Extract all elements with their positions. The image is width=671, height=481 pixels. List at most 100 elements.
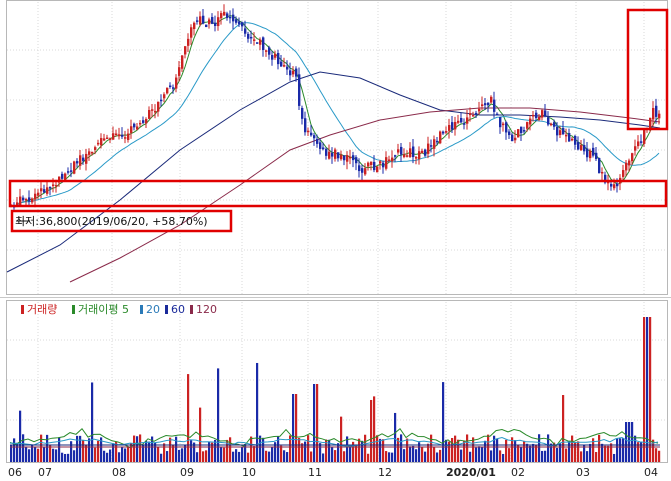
candle-body — [67, 171, 70, 173]
volume-bar — [385, 451, 388, 462]
candle-body — [283, 65, 286, 67]
volume-bar — [421, 447, 424, 462]
candle-body — [472, 115, 475, 117]
candle-body — [451, 122, 454, 130]
candle-body — [373, 161, 376, 171]
volume-bar — [103, 450, 106, 462]
candle-body — [304, 118, 307, 133]
candle-body — [139, 122, 142, 125]
volume-bar — [274, 442, 277, 462]
candle-body — [475, 112, 478, 115]
candle-body — [169, 85, 172, 88]
candle-body — [142, 120, 145, 123]
volume-bar — [241, 447, 244, 462]
candle-body — [58, 176, 61, 183]
gridlines — [7, 2, 667, 462]
volume-bar — [448, 441, 451, 462]
volume-bar — [232, 451, 235, 462]
candle-body — [259, 39, 262, 45]
volume-bar — [592, 438, 595, 462]
volume-bar — [61, 452, 64, 462]
candle-body — [250, 36, 253, 39]
volume-bar — [379, 438, 382, 462]
candle-body — [271, 55, 274, 60]
volume-bar — [88, 438, 91, 462]
candle-body — [268, 47, 271, 55]
volume-bar — [205, 450, 208, 462]
candle-body — [190, 27, 193, 38]
volume-bar — [295, 394, 298, 462]
candle-body — [397, 149, 400, 153]
volume-bar — [79, 435, 82, 462]
volume-bar — [526, 443, 529, 462]
volume-bar — [442, 382, 445, 462]
tick-03: 03 — [576, 466, 590, 479]
candle-body — [616, 183, 619, 187]
candle-body — [31, 198, 34, 203]
volume-bar — [28, 449, 31, 462]
volume-bar — [256, 362, 259, 462]
candle-body — [547, 117, 550, 125]
volume-bar — [133, 435, 136, 462]
volume-bar — [178, 449, 181, 462]
candle-body — [235, 19, 238, 23]
volume-bar — [550, 443, 553, 462]
volume-bar — [262, 437, 265, 462]
low-annotation: 최저:36,800(2019/06/20, +58.70%) — [15, 215, 208, 228]
volume-bar — [214, 439, 217, 462]
candle-body — [649, 117, 652, 131]
volume-bar — [271, 446, 274, 462]
volume-bar — [325, 439, 328, 462]
volume-bar — [40, 434, 43, 462]
volume-bar — [100, 437, 103, 462]
candle-body — [394, 155, 397, 157]
candle-body — [232, 14, 235, 22]
volume-bar — [253, 446, 256, 462]
candle-body — [364, 168, 367, 175]
volume-bar — [487, 434, 490, 462]
candle-body — [253, 39, 256, 41]
candle-body — [514, 137, 517, 141]
candle-body — [166, 87, 169, 94]
volume-bar — [484, 440, 487, 462]
volume-bar — [406, 438, 409, 462]
volume-bar — [580, 451, 583, 462]
volume-bar — [361, 440, 364, 462]
candle-body — [352, 155, 355, 161]
volume-bar — [52, 448, 55, 462]
volume-bar — [625, 422, 628, 462]
candle-body — [331, 152, 334, 157]
candle-body — [85, 153, 88, 164]
volume-bar — [268, 451, 271, 462]
candle-body — [577, 142, 580, 150]
candle-body — [214, 22, 217, 27]
candle-body — [448, 125, 451, 131]
volume-bar — [46, 434, 49, 462]
candle-body — [127, 133, 130, 140]
candle-body — [160, 99, 163, 102]
candle-body — [526, 122, 529, 129]
volume-bar — [76, 435, 79, 462]
volume-bar — [190, 440, 193, 462]
annotation-box — [10, 209, 233, 233]
volume-bar — [97, 440, 100, 462]
price-panel-frame — [6, 0, 668, 295]
volume-bar — [601, 443, 604, 462]
candle-body — [490, 96, 493, 103]
candle-body — [157, 101, 160, 112]
volume-bar — [403, 449, 406, 462]
candle-body — [82, 157, 85, 161]
candle-body — [586, 148, 589, 158]
volume-bar — [346, 436, 349, 462]
volume-bar — [121, 446, 124, 462]
candle-body — [136, 126, 139, 130]
tick-07: 07 — [38, 466, 52, 479]
volume-bar — [508, 448, 511, 462]
volume-bar — [145, 440, 148, 462]
candle-body — [478, 108, 481, 112]
volume-bar — [643, 317, 646, 462]
volume-bar — [565, 448, 568, 462]
candle-body — [391, 157, 394, 162]
volume-bar — [328, 439, 331, 462]
candle-body — [199, 16, 202, 25]
